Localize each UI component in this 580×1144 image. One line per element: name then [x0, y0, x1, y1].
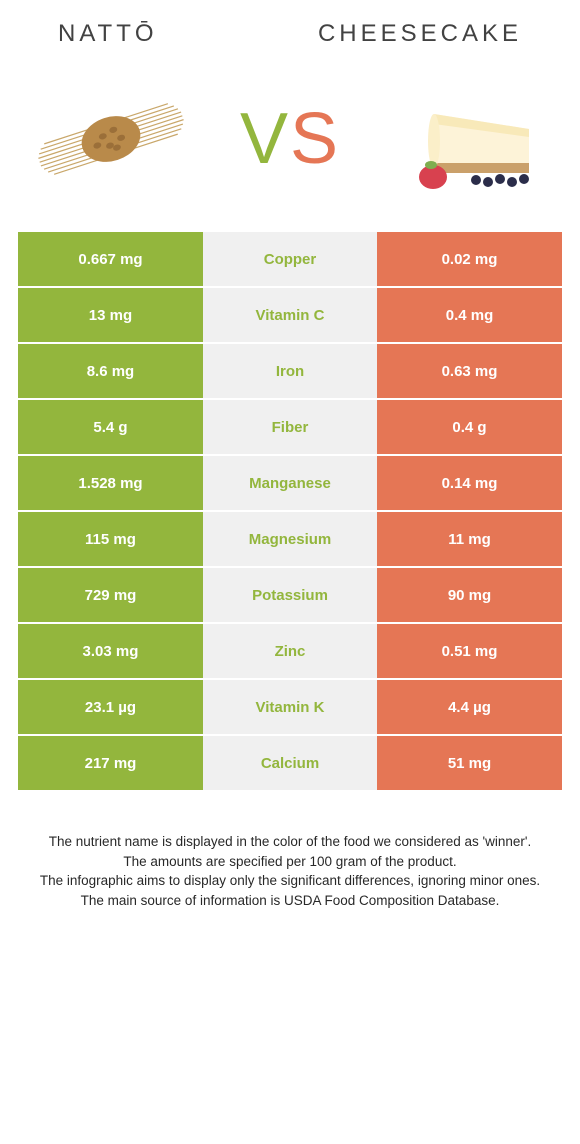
footer-line: The nutrient name is displayed in the co… — [26, 832, 554, 852]
table-row: 217 mgCalcium51 mg — [18, 736, 562, 792]
right-value: 4.4 µg — [377, 680, 562, 734]
natto-image — [26, 74, 196, 204]
right-value: 0.4 g — [377, 400, 562, 454]
nutrient-name: Zinc — [203, 624, 377, 678]
table-row: 0.667 mgCopper0.02 mg — [18, 232, 562, 288]
left-value: 217 mg — [18, 736, 203, 790]
table-row: 729 mgPotassium90 mg — [18, 568, 562, 624]
vs-s: S — [290, 99, 340, 179]
left-value: 23.1 µg — [18, 680, 203, 734]
footer-notes: The nutrient name is displayed in the co… — [18, 792, 562, 910]
nutrient-name: Vitamin K — [203, 680, 377, 734]
table-row: 5.4 gFiber0.4 g — [18, 400, 562, 456]
right-value: 0.02 mg — [377, 232, 562, 286]
nutrient-name: Fiber — [203, 400, 377, 454]
vs-v: V — [240, 99, 290, 179]
table-row: 8.6 mgIron0.63 mg — [18, 344, 562, 400]
right-food-title: CHEESECAKE — [318, 20, 522, 48]
vs-label: VS — [240, 98, 340, 180]
footer-line: The infographic aims to display only the… — [26, 871, 554, 891]
right-value: 51 mg — [377, 736, 562, 790]
nutrient-name: Manganese — [203, 456, 377, 510]
header: NATTŌ CHEESECAKE — [18, 20, 562, 54]
left-value: 13 mg — [18, 288, 203, 342]
right-value: 0.4 mg — [377, 288, 562, 342]
right-value: 90 mg — [377, 568, 562, 622]
right-value: 11 mg — [377, 512, 562, 566]
left-value: 729 mg — [18, 568, 203, 622]
left-value: 5.4 g — [18, 400, 203, 454]
left-value: 1.528 mg — [18, 456, 203, 510]
left-food-title: NATTŌ — [58, 20, 158, 48]
table-row: 115 mgMagnesium11 mg — [18, 512, 562, 568]
right-value: 0.51 mg — [377, 624, 562, 678]
nutrient-name: Magnesium — [203, 512, 377, 566]
table-row: 1.528 mgManganese0.14 mg — [18, 456, 562, 512]
right-value: 0.14 mg — [377, 456, 562, 510]
nutrient-name: Potassium — [203, 568, 377, 622]
cheesecake-image — [384, 74, 554, 204]
nutrient-name: Copper — [203, 232, 377, 286]
table-row: 13 mgVitamin C0.4 mg — [18, 288, 562, 344]
left-value: 3.03 mg — [18, 624, 203, 678]
footer-line: The main source of information is USDA F… — [26, 891, 554, 911]
table-row: 3.03 mgZinc0.51 mg — [18, 624, 562, 680]
right-value: 0.63 mg — [377, 344, 562, 398]
nutrient-name: Calcium — [203, 736, 377, 790]
nutrient-name: Iron — [203, 344, 377, 398]
nutrient-name: Vitamin C — [203, 288, 377, 342]
footer-line: The amounts are specified per 100 gram o… — [26, 852, 554, 872]
table-row: 23.1 µgVitamin K4.4 µg — [18, 680, 562, 736]
left-value: 0.667 mg — [18, 232, 203, 286]
left-value: 8.6 mg — [18, 344, 203, 398]
images-row: VS — [18, 54, 562, 232]
nutrient-table: 0.667 mgCopper0.02 mg13 mgVitamin C0.4 m… — [18, 232, 562, 792]
left-value: 115 mg — [18, 512, 203, 566]
